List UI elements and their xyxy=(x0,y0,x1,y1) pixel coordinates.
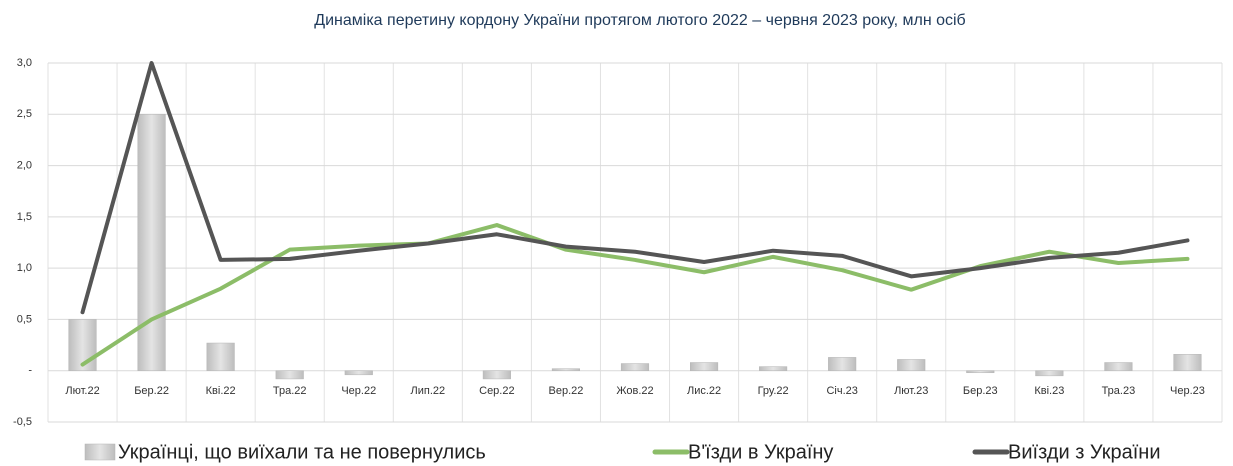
x-tick-label: Лют.22 xyxy=(65,385,99,397)
x-tick-label: Чер.22 xyxy=(341,385,376,397)
x-tick-label: Лют.23 xyxy=(894,385,928,397)
y-tick-label: -0,5 xyxy=(13,416,32,428)
legend-label: Виїзди з України xyxy=(1008,441,1161,463)
bar xyxy=(1035,370,1064,377)
bar xyxy=(206,342,235,371)
bar xyxy=(620,363,650,371)
legend-label: В'їзди в Україну xyxy=(688,441,833,463)
x-tick-label: Бер.22 xyxy=(134,385,169,397)
legend-swatch xyxy=(84,443,116,461)
bar xyxy=(551,368,581,371)
x-tick-label: Січ.23 xyxy=(826,385,857,397)
y-tick-label: - xyxy=(28,365,32,377)
x-tick-label: Лис.22 xyxy=(687,385,721,397)
x-tick-label: Бер.23 xyxy=(963,385,998,397)
x-tick-label: Кві.22 xyxy=(206,385,236,397)
bar xyxy=(759,366,788,371)
bar xyxy=(68,319,97,371)
x-tick-label: Тра.22 xyxy=(273,385,307,397)
y-tick-label: 3,0 xyxy=(17,57,32,69)
bar xyxy=(828,357,857,371)
bar xyxy=(1104,362,1133,371)
y-tick-label: 1,0 xyxy=(17,262,32,274)
chart-title: Динаміка перетину кордону України протяг… xyxy=(314,12,965,29)
y-tick-label: 1,5 xyxy=(17,211,32,223)
bar xyxy=(482,370,511,380)
x-tick-label: Жов.22 xyxy=(616,385,653,397)
bar xyxy=(689,362,719,371)
line xyxy=(80,223,1190,367)
bar xyxy=(275,370,304,380)
bar xyxy=(344,370,373,376)
y-tick-label: 2,0 xyxy=(17,159,32,171)
bar xyxy=(966,370,995,374)
x-tick-label: Кві.23 xyxy=(1034,385,1064,397)
x-tick-label: Вер.22 xyxy=(549,385,584,397)
legend-label: Українці, що виїхали та не повернулись xyxy=(118,441,486,463)
x-tick-label: Чер.23 xyxy=(1170,385,1205,397)
x-tick-label: Сер.22 xyxy=(479,385,514,397)
x-tick-label: Тра.23 xyxy=(1102,385,1136,397)
y-tick-label: 0,5 xyxy=(17,313,32,325)
x-tick-label: Лип.22 xyxy=(411,385,446,397)
bar xyxy=(897,359,926,371)
bar xyxy=(1173,354,1202,371)
line xyxy=(80,61,1190,315)
bar xyxy=(137,114,166,371)
x-tick-label: Гру.22 xyxy=(758,385,789,397)
y-tick-label: 2,5 xyxy=(17,108,32,120)
